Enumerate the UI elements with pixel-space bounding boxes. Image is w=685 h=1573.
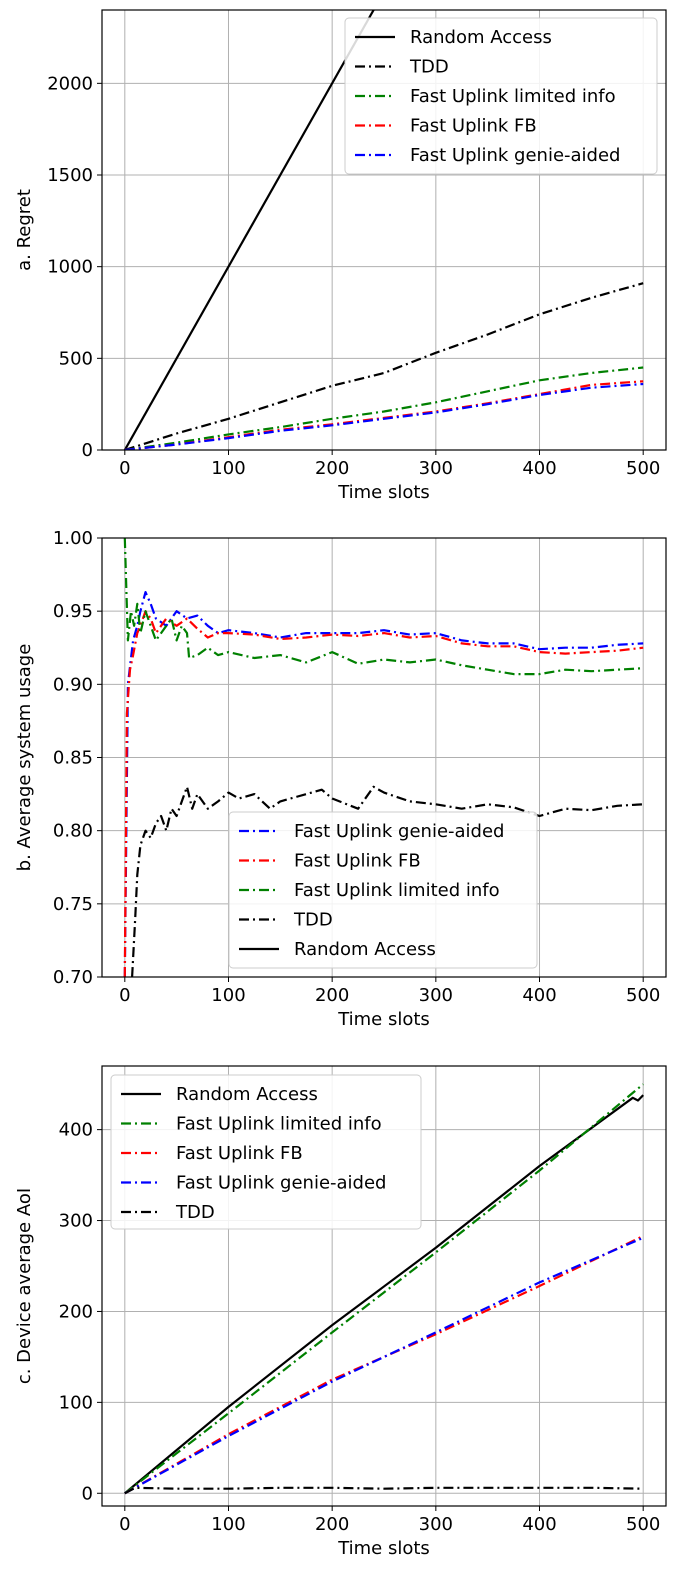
y-tick-label: 2000	[47, 73, 93, 94]
chart-3: 0 100 200 300 400 500 0 100 200 300 400 Time slots c…	[14, 1065, 667, 1559]
chart-1: 0 100 200 300 400 500 0 500 1000 1500 2000 Time slo…	[14, 9, 667, 503]
y-tick-label: 500	[59, 348, 93, 369]
y-tick-label: 0	[82, 1483, 93, 1504]
x-tick-label: 0	[119, 985, 130, 1006]
y-tick-label: 0.90	[53, 674, 93, 695]
series-line-5	[124, 1486, 644, 1495]
series-line-1	[124, 1094, 644, 1495]
series-line-3	[124, 366, 644, 450]
y-tick-label: 0.80	[53, 821, 93, 842]
legend-label: Fast Uplink FB	[176, 1143, 303, 1164]
x-tick-label: 100	[211, 985, 245, 1006]
legend-label: TDD	[293, 910, 333, 931]
x-axis-label: Time slots	[337, 1538, 430, 1559]
chart-2: 0 100 200 300 400 500 0.70 0.75 0.80 0.85 0.90 0.95…	[14, 528, 667, 1030]
x-axis-label: Time slots	[337, 482, 430, 503]
x-tick-label: 300	[419, 985, 453, 1006]
x-tick-label: 500	[626, 458, 660, 479]
legend-label: TDD	[409, 57, 449, 78]
legend-label: Random Access	[410, 27, 552, 48]
x-tick-label: 200	[315, 1514, 349, 1535]
y-tick-label: 300	[59, 1211, 93, 1232]
series-line-3	[123, 538, 644, 676]
legend-label: Random Access	[294, 939, 436, 960]
x-tick-label: 400	[522, 985, 556, 1006]
y-tick-label: 0.85	[53, 748, 93, 769]
legend-label: Random Access	[176, 1084, 318, 1105]
y-tick-label: 0.70	[53, 967, 93, 988]
legend-label: Fast Uplink FB	[294, 851, 421, 872]
x-tick-label: 200	[315, 985, 349, 1006]
x-tick-label: 300	[419, 458, 453, 479]
y-axis-label: c. Device average AoI	[14, 1188, 35, 1384]
x-tick-label: 300	[419, 1514, 453, 1535]
series-group	[123, 538, 644, 977]
ticks: 0 100 200 300 400 500 0 500 1000 1500 2000	[47, 73, 660, 479]
legend: Random Access Fast Uplink limited info Fas…	[110, 1074, 422, 1230]
legend-label: Fast Uplink FB	[410, 116, 537, 137]
y-tick-label: 200	[59, 1301, 93, 1322]
legend-label: Fast Uplink genie-aided	[176, 1173, 386, 1194]
y-tick-label: 400	[59, 1120, 93, 1141]
series-group	[124, 1083, 644, 1495]
y-tick-label: 1500	[47, 165, 93, 186]
y-tick-label: 0.75	[53, 894, 93, 915]
x-tick-label: 100	[211, 458, 245, 479]
series-line-4	[124, 1236, 644, 1495]
x-tick-label: 100	[211, 1514, 245, 1535]
axes-frame	[101, 9, 667, 451]
legend-box	[344, 17, 658, 175]
y-tick-label: 100	[59, 1392, 93, 1413]
legend-box	[110, 1074, 422, 1230]
series-line-4	[131, 785, 644, 977]
y-axis-label: b. Average system usage	[14, 644, 35, 872]
legend-label: Fast Uplink genie-aided	[410, 145, 620, 166]
series-line-1	[123, 590, 644, 977]
x-tick-label: 0	[119, 1514, 130, 1535]
legend-label: Fast Uplink genie-aided	[294, 821, 504, 842]
series-line-2	[124, 1083, 644, 1495]
series-line-3	[124, 1235, 644, 1495]
legend-label: Fast Uplink limited info	[294, 880, 500, 901]
series-line-2	[123, 610, 644, 977]
x-tick-label: 0	[119, 458, 130, 479]
ticks: 0 100 200 300 400 500 0.70 0.75 0.80 0.85 0.90 0.95…	[53, 528, 660, 1006]
legend-label: TDD	[175, 1202, 215, 1223]
x-tick-label: 400	[522, 458, 556, 479]
series-line-2	[124, 282, 644, 450]
legend-label: Fast Uplink limited info	[176, 1114, 382, 1135]
legend: Fast Uplink genie-aided Fast Uplink FB Fas…	[228, 811, 538, 969]
axes-frame	[101, 1065, 667, 1507]
x-tick-label: 500	[626, 985, 660, 1006]
x-axis-label: Time slots	[337, 1009, 430, 1030]
y-tick-label: 0	[82, 440, 93, 461]
y-tick-label: 1000	[47, 257, 93, 278]
series-line-1	[123, 10, 375, 450]
x-tick-label: 500	[626, 1514, 660, 1535]
legend-box	[228, 811, 538, 969]
ticks: 0 100 200 300 400 500 0 100 200 300 400	[59, 1120, 661, 1535]
y-tick-label: 0.95	[53, 601, 93, 622]
x-tick-label: 200	[315, 458, 349, 479]
x-tick-label: 400	[522, 1514, 556, 1535]
y-axis-label: a. Regret	[14, 189, 35, 271]
series-group	[123, 10, 644, 450]
legend: Random Access TDD Fast Uplink limited info…	[344, 17, 658, 175]
legend-label: Fast Uplink limited info	[410, 86, 616, 107]
series-line-5	[124, 382, 644, 450]
y-tick-label: 1.00	[53, 528, 93, 549]
